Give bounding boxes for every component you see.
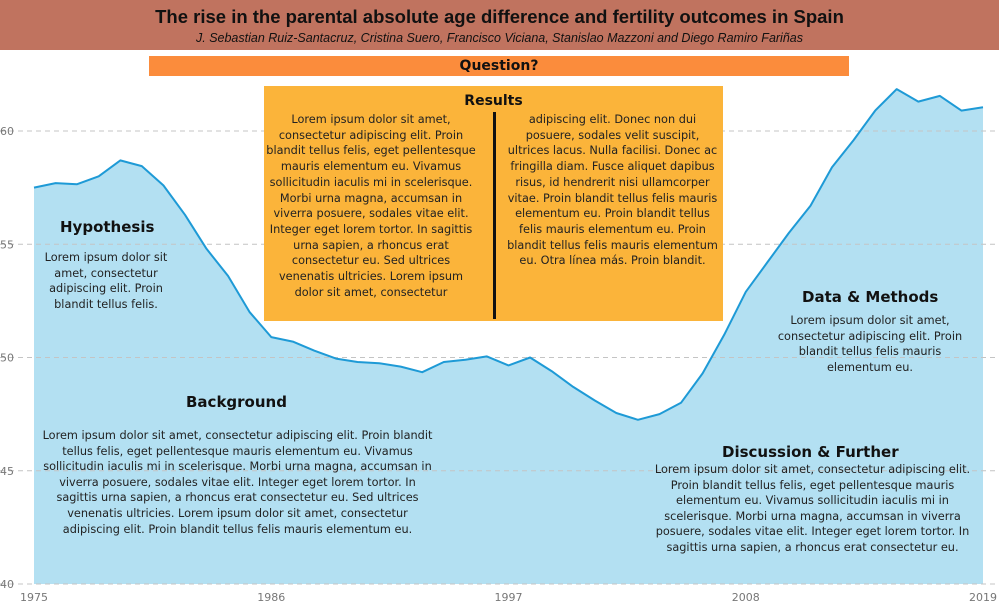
y-tick-label: 40	[0, 578, 14, 591]
results-divider	[493, 112, 496, 319]
discussion-text: Lorem ipsum dolor sit amet, consectetur …	[654, 463, 971, 554]
x-tick-label: 1986	[257, 591, 285, 604]
header-banner: The rise in the parental absolute age di…	[0, 0, 999, 50]
series-line	[33, 88, 984, 421]
hypothesis-title: Hypothesis	[60, 218, 155, 236]
data-methods-title: Data & Methods	[802, 288, 939, 306]
discussion-title: Discussion & Further	[722, 443, 899, 461]
x-tick-label: 2008	[732, 591, 760, 604]
background-text: Lorem ipsum dolor sit amet, consectetur …	[42, 429, 433, 536]
poster-authors: J. Sebastian Ruiz-Santacruz, Cristina Su…	[196, 31, 803, 45]
y-tick-label: 45	[0, 465, 14, 478]
x-tick-label: 1975	[20, 591, 48, 604]
area-fill	[34, 89, 983, 584]
poster-title: The rise in the parental absolute age di…	[155, 6, 844, 27]
x-tick-label: 1997	[495, 591, 523, 604]
results-title: Results	[464, 93, 523, 109]
results-left-text: Lorem ipsum dolor sit amet, consectetur …	[266, 113, 476, 299]
y-tick-label: 55	[0, 238, 14, 251]
results-right-text: adipiscing elit. Donec non dui posuere, …	[507, 113, 718, 268]
y-tick-label: 50	[0, 352, 14, 365]
data-methods-text: Lorem ipsum dolor sit amet, consectetur …	[777, 314, 963, 374]
x-tick-label: 2019	[969, 591, 997, 604]
results-box: Results Lorem ipsum dolor sit amet, cons…	[264, 86, 723, 321]
background-title: Background	[186, 393, 287, 411]
y-tick-label: 60	[0, 125, 14, 138]
hypothesis-text: Lorem ipsum dolor sit amet, consectetur …	[44, 251, 168, 311]
question-bar: Question?	[149, 56, 849, 76]
